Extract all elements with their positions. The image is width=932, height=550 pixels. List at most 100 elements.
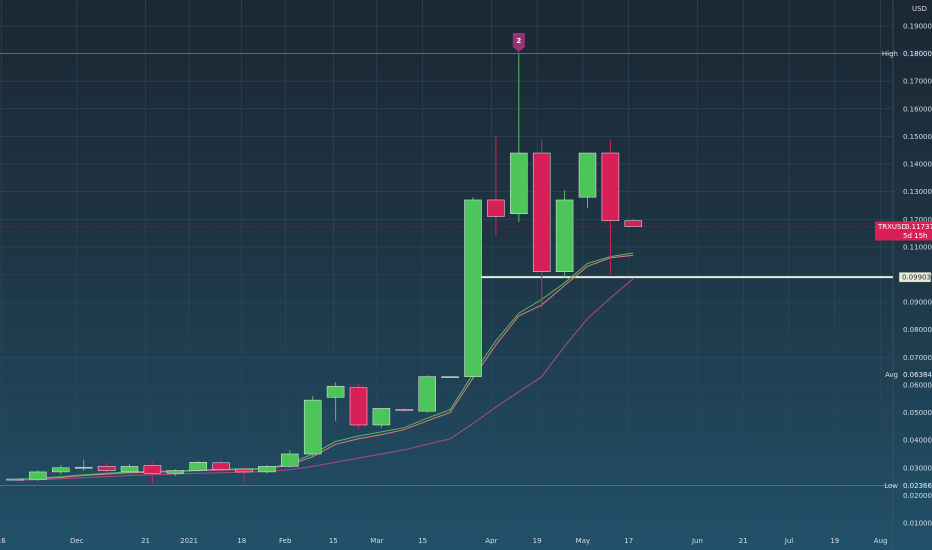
- candle: [372, 408, 391, 428]
- x-tick-label: Apr: [485, 537, 497, 545]
- candle: [464, 197, 482, 380]
- candle: [303, 395, 322, 457]
- level-value-box: [898, 271, 932, 283]
- candle-body: [372, 408, 391, 426]
- candle: [281, 449, 299, 468]
- ma-mid-line: [14, 254, 634, 480]
- candle-body: [235, 468, 253, 473]
- candle-body: [395, 408, 414, 411]
- candle: [555, 190, 574, 278]
- candle: [349, 383, 368, 430]
- marker-label: 2: [516, 37, 521, 45]
- candle: [166, 469, 185, 477]
- x-tick-label: 18: [237, 537, 246, 545]
- candle-body: [303, 399, 322, 455]
- avg-value-box: [900, 369, 932, 379]
- candles: [6, 53, 643, 483]
- moving-averages: [14, 252, 634, 481]
- candle-body: [441, 376, 459, 378]
- candle: [74, 459, 93, 471]
- candle: [624, 217, 643, 227]
- x-tick-label: May: [576, 537, 590, 545]
- candle-body: [487, 199, 505, 217]
- high-value: 0.180000: [903, 50, 932, 58]
- candle: [29, 470, 47, 482]
- x-tick-label: 15: [329, 537, 338, 545]
- candle: [97, 462, 116, 472]
- candle: [120, 463, 139, 474]
- x-tick-label: 21: [739, 537, 748, 545]
- avg-value: 0.063849: [903, 371, 932, 379]
- x-tick-label: Feb: [279, 537, 292, 545]
- candle-body: [624, 220, 643, 227]
- axis-labels: High 0.180000 Avg 0.063849 Low 0.023665 0.0990…: [875, 49, 932, 490]
- current-price-box: [875, 221, 932, 241]
- candle: [441, 376, 459, 379]
- candle-body: [6, 478, 24, 481]
- candle: [52, 465, 70, 475]
- candle-body: [29, 471, 47, 480]
- x-tick-label: Aug: [874, 537, 888, 545]
- candle: [258, 465, 276, 474]
- candle-body: [258, 466, 276, 473]
- x-tick-label: 16: [0, 537, 6, 545]
- ma-fast-line: [14, 252, 634, 480]
- candle: [487, 136, 505, 236]
- candle-body: [74, 466, 93, 469]
- candle-body: [578, 152, 597, 198]
- candle-body: [52, 467, 70, 473]
- candle-body: [510, 152, 528, 215]
- candle: [189, 460, 207, 472]
- candle-body: [189, 462, 207, 471]
- candle: [326, 382, 345, 421]
- x-tick-label: Dec: [70, 537, 84, 545]
- event-marker[interactable]: 2: [512, 33, 525, 54]
- x-tick-label: 15: [418, 537, 427, 545]
- candle: [418, 375, 436, 413]
- candle-body: [601, 152, 620, 221]
- candle: [212, 459, 230, 472]
- candle: [6, 478, 24, 481]
- low-value-box: [900, 480, 932, 490]
- candle-body: [555, 199, 574, 272]
- candle: [601, 139, 620, 275]
- candle-body: [418, 376, 436, 412]
- x-tick-label: Mar: [370, 537, 383, 545]
- candle: [395, 407, 414, 412]
- candle-body: [281, 453, 299, 467]
- grid: [0, 0, 894, 550]
- candle-body: [326, 386, 345, 398]
- currency-label: USD: [912, 5, 927, 13]
- candle-body: [212, 462, 230, 470]
- x-tick-label: Jul: [784, 537, 794, 545]
- countdown: 5d 15h: [903, 232, 927, 240]
- candle-body: [464, 199, 482, 377]
- candle-body: [120, 466, 139, 473]
- x-tick-label: 21: [141, 537, 150, 545]
- candle: [510, 53, 528, 223]
- x-tick-label: 17: [624, 537, 633, 545]
- candle: [235, 466, 253, 482]
- level-value: 0.099036: [902, 274, 932, 282]
- candle-body: [349, 387, 368, 426]
- y-tick-label: 0.010000: [903, 520, 932, 528]
- candle-body: [166, 470, 185, 474]
- candle: [578, 152, 597, 209]
